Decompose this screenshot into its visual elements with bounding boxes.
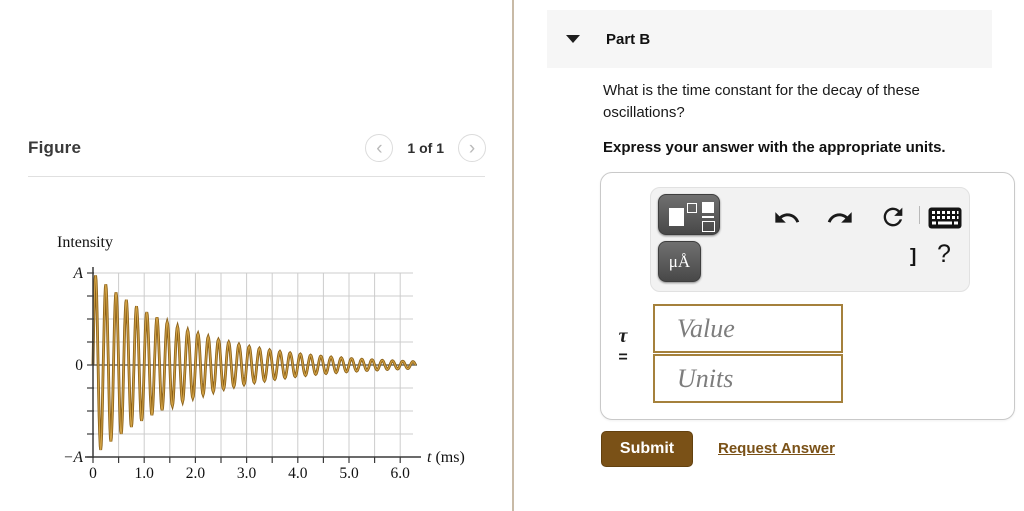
chevron-right-icon: › [468,137,476,159]
template-square-icon [669,208,684,226]
decay-curve-inner [92,275,417,451]
submit-button[interactable]: Submit [601,431,693,467]
svg-text:4.0: 4.0 [288,465,308,482]
template-superscript-icon [687,203,697,213]
redo-icon [826,204,854,232]
figure-next-button[interactable]: › [458,134,486,162]
svg-text:6.0: 6.0 [391,465,411,482]
chevron-left-icon: ‹ [376,137,383,159]
bracket-glyph: ] [910,246,917,267]
template-fraction-denominator-icon [702,221,715,232]
units-input[interactable] [653,354,843,403]
svg-text:0: 0 [89,465,97,482]
x-axis-title: t (ms) [427,449,465,466]
instruction-text: Express your answer with the appropriate… [603,139,946,156]
svg-text:1.0: 1.0 [135,465,155,482]
svg-text:2.0: 2.0 [186,465,206,482]
reset-icon [879,203,907,231]
figure-title: Figure [28,138,82,157]
answer-fields [653,304,843,403]
part-title: Part B [606,30,651,48]
keyboard-button[interactable] [928,207,962,229]
tau-symbol: τ [618,325,628,347]
equals-sign: = [618,349,628,366]
svg-text:3.0: 3.0 [237,465,257,482]
value-input[interactable] [653,304,843,353]
svg-text:5.0: 5.0 [339,465,359,482]
math-toolbar: μÅ [650,187,970,292]
reset-button[interactable] [879,203,907,231]
toolbar-separator [919,206,920,224]
units-symbols-button[interactable]: μÅ [658,241,701,282]
undo-button[interactable] [773,204,801,232]
axis-labels: A 0 −A 0 1.0 2.0 3.0 4.0 5.0 6.0 [63,265,410,482]
svg-text:A: A [73,265,84,282]
pane-divider [512,0,514,511]
request-answer-link[interactable]: Request Answer [718,440,835,457]
collapse-triangle-icon [566,35,580,43]
help-button[interactable]: ? [937,240,951,268]
figure-header: Figure ‹ 1 of 1 › [28,131,486,165]
figure-pager-label: 1 of 1 [407,140,444,156]
question-text: What is the time constant for the decay … [603,82,920,121]
answer-box: μÅ [600,172,1015,420]
axes [85,267,421,458]
figure-panel: Figure ‹ 1 of 1 › A 0 −A 0 1.0 2.0 3.0 4.0 5.0 6.… [28,131,492,502]
redo-button[interactable] [826,204,854,232]
part-b-panel: Part B What is the time constant for the… [514,0,1024,511]
template-fraction-numerator-icon [702,202,714,213]
figure-pager: ‹ 1 of 1 › [365,134,486,162]
keyboard-icon [928,207,962,229]
template-fraction-bar-icon [702,216,714,218]
answer-lhs: τ = [611,326,635,366]
tick-marks [87,272,401,463]
undo-icon [773,204,801,232]
intensity-decay-chart: A 0 −A 0 1.0 2.0 3.0 4.0 5.0 6.0 Intensity t (ms) [30,226,492,502]
svg-text:−A: −A [63,449,83,466]
math-template-button[interactable] [658,194,720,235]
part-b-header[interactable]: Part B [547,10,992,68]
figure-divider [28,176,485,177]
figure-prev-button[interactable]: ‹ [365,134,394,162]
y-axis-title: Intensity [57,234,113,251]
decay-curve-outer [91,275,417,451]
svg-text:0: 0 [75,357,83,374]
